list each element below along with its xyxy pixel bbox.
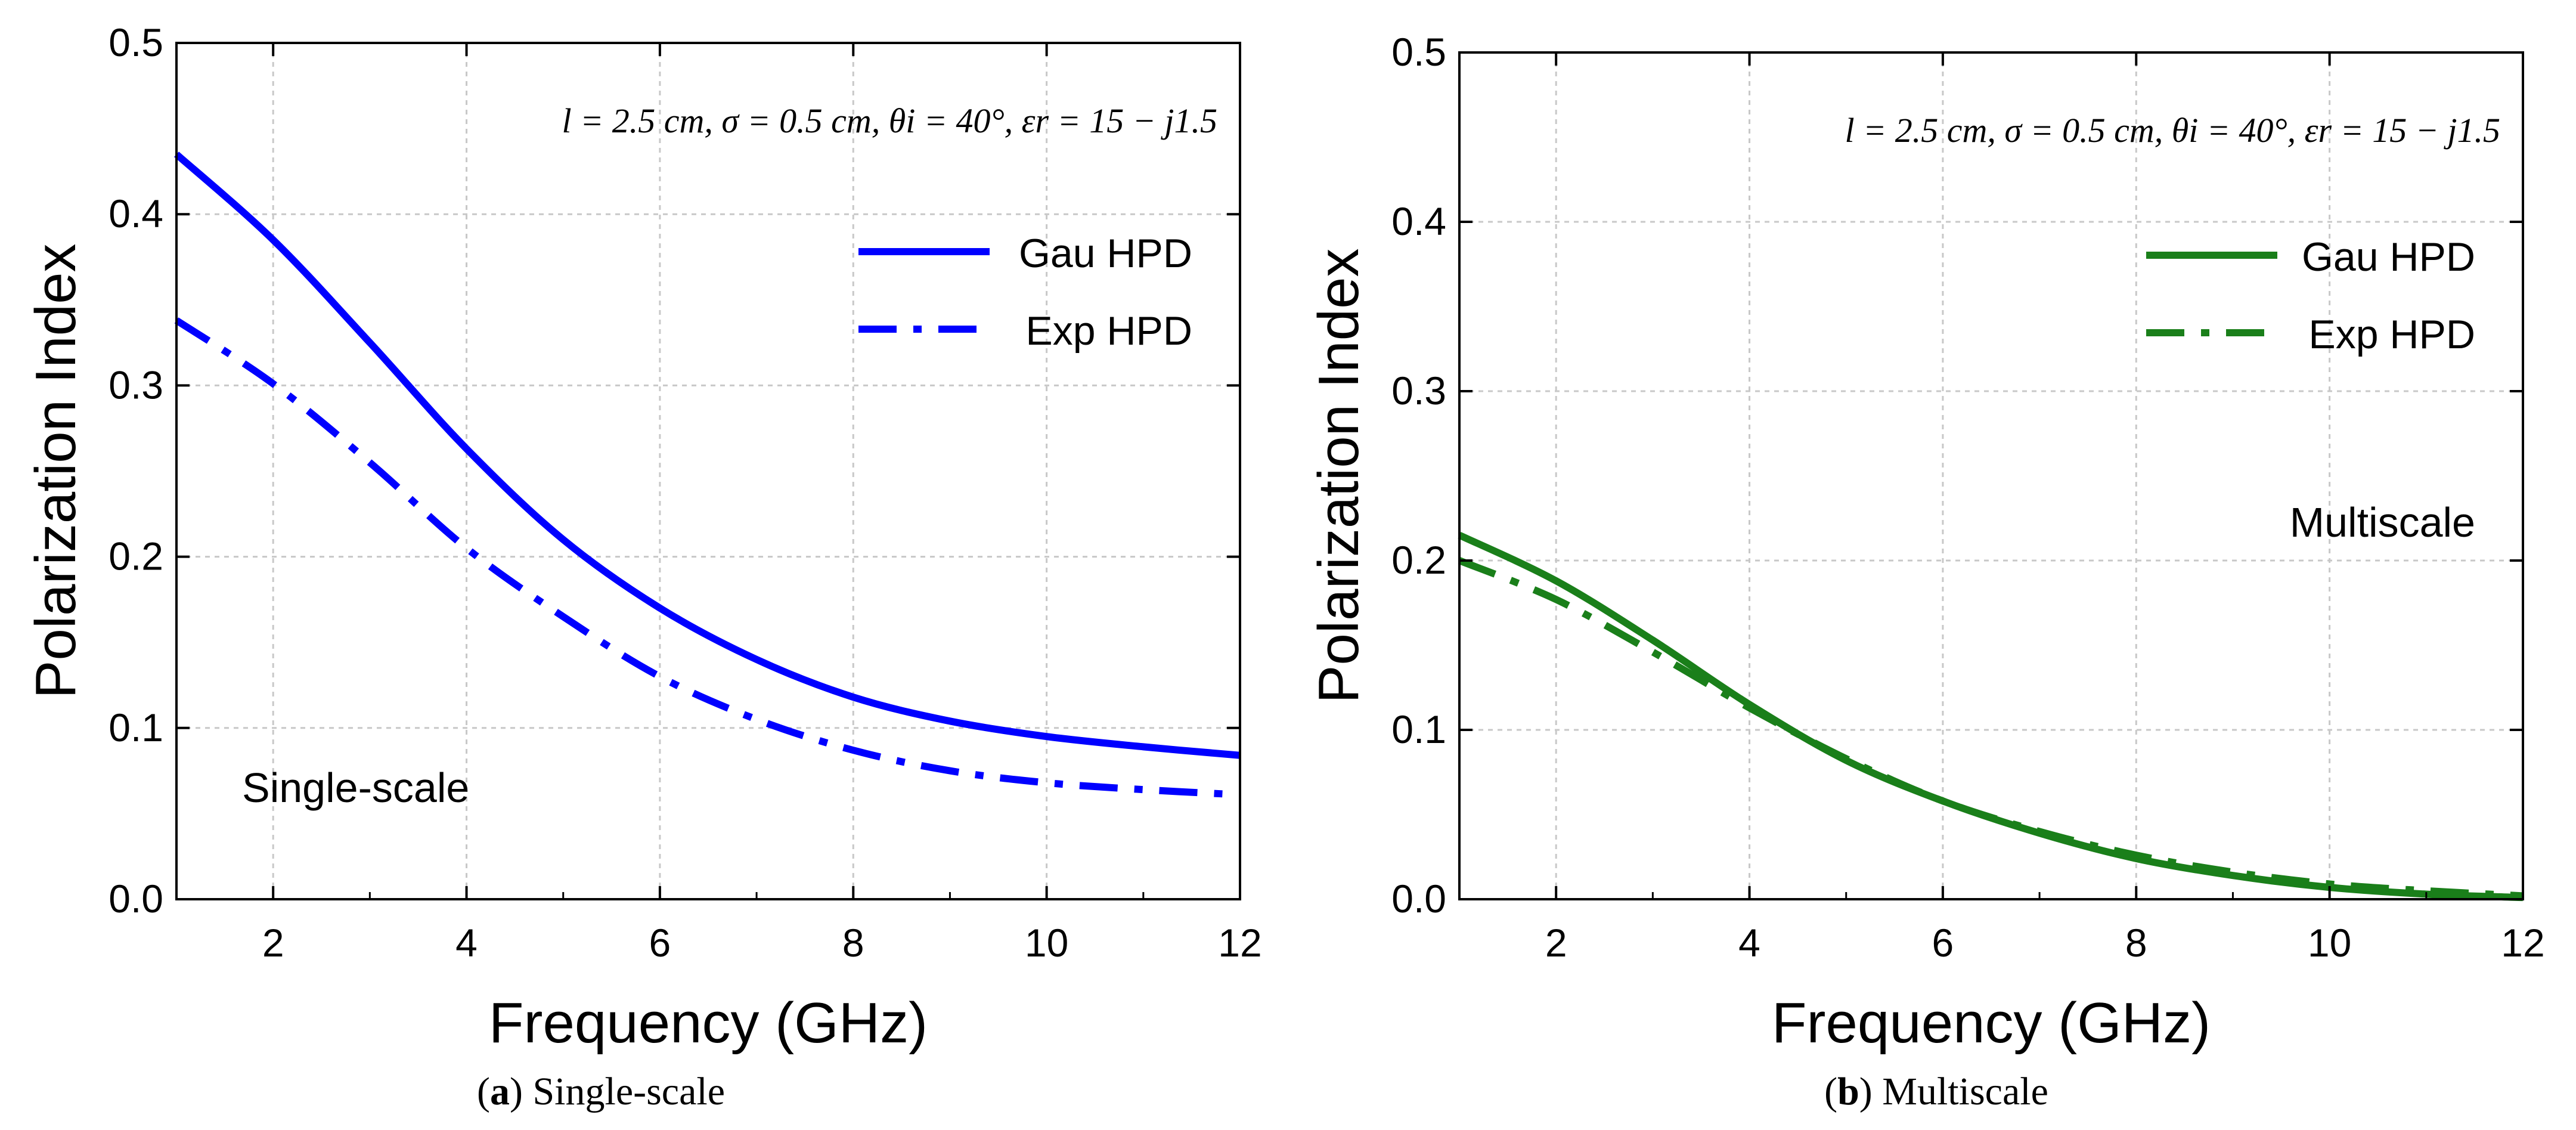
series-line-exp-hpd [174,317,1241,798]
series-line-gau-hpd [1458,531,2524,902]
x-tick-label: 6 [1932,921,1954,965]
chart-panel-b: 2 4 6 8 10 12 0.0 0.1 0.2 0.3 0.4 0.5 Frequency (GHz… [1307,30,2545,1113]
x-tick-label: 8 [842,921,864,965]
panel-caption: (b) Multiscale [1824,1070,2048,1113]
panel-caption-text: Multiscale [1882,1070,2048,1113]
y-tick-label: 0.3 [109,363,163,407]
y-tick-label: 0.2 [109,534,163,578]
chart-panel-a: 2 4 6 8 10 12 0.0 0.1 0.2 0.3 0.4 0.5 Frequency (GHz… [24,20,1262,1113]
x-axis-label: Frequency (GHz) [1772,991,2211,1055]
y-tick-label: 0.3 [1391,369,1446,413]
panel-annotation: Multiscale [2290,499,2475,546]
y-tick-label: 0.4 [1391,199,1446,243]
x-tick-label: 8 [2125,921,2147,965]
series-line-exp-hpd [1458,557,2524,900]
y-tick-label: 0.0 [1391,877,1446,921]
y-axis-label: Polarization Index [1307,248,1371,703]
x-tick-label: 10 [2308,921,2351,965]
x-tick-label: 12 [2501,921,2544,965]
x-tick-label: 4 [1738,921,1760,965]
legend-label: Gau HPD [1019,231,1192,276]
parameter-text: l = 2.5 cm, σ = 0.5 cm, θi = 40°, εr = 1… [562,101,1217,140]
y-tick-label: 0.2 [1391,538,1446,582]
y-axis-label: Polarization Index [24,243,88,698]
panel-caption: (a) Single-scale [477,1070,725,1113]
x-axis-label: Frequency (GHz) [489,991,928,1055]
panel-annotation: Single-scale [242,764,469,811]
panel-caption-text: Single-scale [532,1070,725,1113]
legend-label: Exp HPD [2308,312,2475,357]
x-tick-label: 2 [262,921,284,965]
legend-label: Exp HPD [1025,308,1192,354]
x-tick-label: 4 [455,921,478,965]
y-tick-label: 0.0 [109,877,163,921]
parameter-text: l = 2.5 cm, σ = 0.5 cm, θi = 40°, εr = 1… [1845,111,2500,150]
y-tick-label: 0.1 [109,705,163,750]
y-tick-label: 0.5 [109,20,163,64]
y-tick-label: 0.1 [1391,707,1446,751]
panel-label: b [1837,1070,1859,1113]
series-line-gau-hpd [174,151,1241,759]
panel-label: a [490,1070,510,1113]
y-tick-label: 0.4 [109,191,163,236]
plot-frame [1458,51,2524,900]
x-tick-label: 6 [649,921,671,965]
plot-frame [175,42,1241,900]
x-tick-label: 2 [1545,921,1567,965]
y-tick-label: 0.5 [1391,30,1446,74]
x-tick-label: 10 [1025,921,1068,965]
legend-label: Gau HPD [2302,234,2475,280]
x-tick-label: 12 [1218,921,1261,965]
